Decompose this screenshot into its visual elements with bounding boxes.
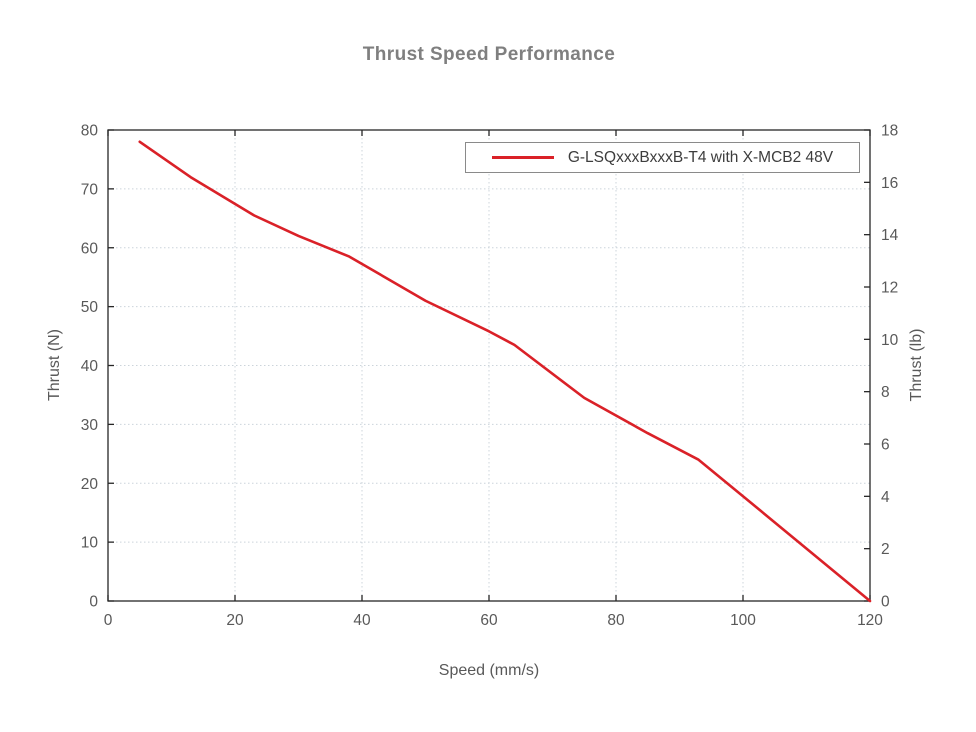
series-line [138,140,872,603]
y-tick-label-right: 4 [881,489,890,506]
x-tick-label: 40 [353,612,371,629]
y-tick-label-left: 70 [81,181,99,198]
y-tick-label-right: 16 [881,175,898,192]
y-axis-title-left: Thrust (N) [46,329,63,401]
y-tick-label-right: 2 [881,541,890,558]
y-tick-label-right: 0 [881,594,890,611]
x-tick-label: 120 [857,612,883,629]
y-tick-label-left: 20 [81,476,99,493]
y-tick-label-right: 14 [881,227,899,244]
y-tick-label-left: 30 [81,417,99,434]
x-tick-label: 20 [226,612,244,629]
x-tick-label: 60 [480,612,498,629]
y-tick-label-left: 40 [81,358,99,375]
y-tick-label-right: 6 [881,437,890,454]
y-tick-label-left: 80 [81,123,99,140]
y-tick-label-left: 0 [89,594,98,611]
y-tick-label-left: 10 [81,535,99,552]
x-axis-title: Speed (mm/s) [438,662,540,679]
legend-box: G-LSQxxxBxxxB-T4 with X-MCB2 48V [465,142,860,173]
x-tick-label: 80 [607,612,625,629]
y-tick-label-right: 12 [881,280,898,297]
x-tick-label: 0 [104,612,113,629]
x-tick-label: 100 [730,612,756,629]
legend-line-sample [491,156,554,159]
y-tick-label-left: 60 [81,240,99,257]
chart-title: Thrust Speed Performance [362,44,616,65]
y-axis-title-right: Thrust (lb) [908,328,925,402]
y-tick-label-right: 8 [881,384,890,401]
y-tick-label-left: 50 [81,299,99,316]
legend-series-label: G-LSQxxxBxxxB-T4 with X-MCB2 48V [567,148,834,166]
y-tick-label-right: 10 [881,332,899,349]
y-tick-label-right: 18 [881,123,898,140]
